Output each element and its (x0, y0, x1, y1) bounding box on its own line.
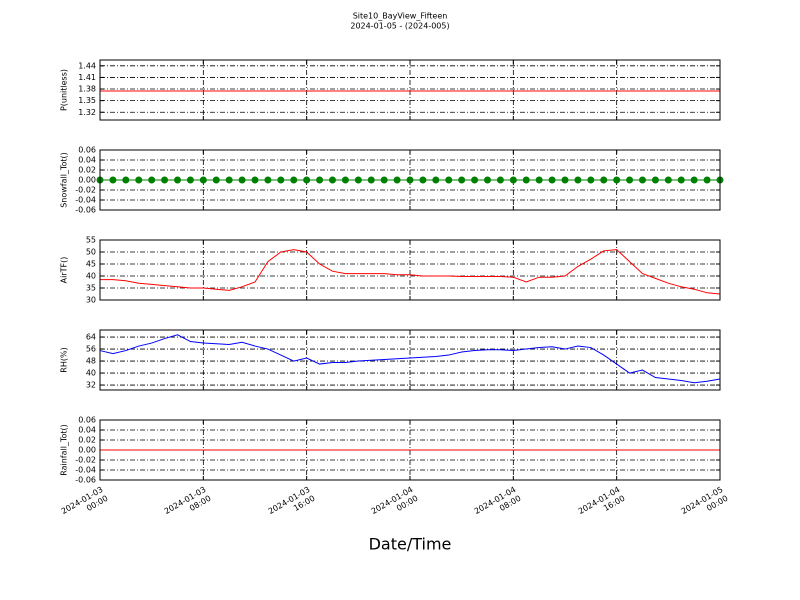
y-tick-label: -0.06 (75, 206, 96, 215)
data-point (264, 176, 272, 184)
y-tick-label: 1.32 (78, 108, 96, 117)
y-tick-label: 55 (86, 236, 96, 245)
y-tick-label: -0.02 (75, 186, 96, 195)
data-point (354, 176, 362, 184)
data-point (290, 176, 298, 184)
y-tick-label: 1.38 (78, 85, 96, 94)
data-point (174, 176, 181, 184)
panel-frame (99, 239, 721, 301)
data-point (639, 176, 646, 184)
data-point (251, 176, 259, 184)
y-axis-label: AirTF() (60, 257, 69, 284)
y-tick-label: -0.04 (75, 196, 96, 205)
data-point (109, 176, 117, 184)
data-point (277, 176, 285, 184)
data-point (600, 176, 608, 184)
y-axis-label: P(unitless) (60, 69, 69, 111)
data-point (186, 176, 194, 184)
y-tick-label: 30 (86, 296, 96, 305)
data-point (458, 176, 466, 184)
y-tick-label: 45 (86, 260, 96, 269)
y-tick-label: 0.06 (78, 146, 96, 155)
panel-frame (99, 419, 721, 481)
y-tick-label: 50 (86, 248, 96, 257)
y-tick-label: 0.04 (78, 426, 96, 435)
data-point (471, 176, 479, 184)
data-point (574, 176, 582, 184)
data-point (161, 176, 169, 184)
data-line (99, 334, 721, 384)
y-tick-label: 0.04 (78, 156, 96, 165)
data-point (303, 176, 311, 184)
data-point (548, 176, 556, 184)
data-point (135, 176, 143, 184)
chart-subtitle: 2024-01-05 - (2024-005) (350, 22, 449, 31)
y-tick-label: 1.35 (78, 96, 96, 105)
data-point (626, 176, 634, 184)
y-tick-label: 64 (86, 333, 96, 342)
data-point (522, 176, 530, 184)
data-point (535, 176, 543, 184)
y-tick-label: 0.06 (78, 416, 96, 425)
data-point (238, 176, 246, 184)
data-point (703, 176, 711, 184)
y-tick-label: -0.04 (75, 466, 96, 475)
y-tick-label: 56 (86, 345, 96, 354)
y-axis-label: RH(%) (60, 347, 69, 372)
y-tick-label: 1.44 (78, 61, 96, 70)
data-point (367, 176, 375, 184)
y-tick-label: 1.41 (78, 73, 96, 82)
data-point (561, 176, 569, 184)
panel-frame (99, 329, 721, 391)
data-line (100, 249, 721, 295)
y-tick-label: -0.02 (75, 456, 96, 465)
y-tick-label: 32 (86, 381, 96, 390)
data-point (316, 176, 324, 184)
y-tick-label: 35 (86, 284, 96, 293)
y-tick-label: 0.00 (78, 446, 96, 455)
data-point (406, 176, 414, 184)
data-point (225, 176, 233, 184)
panel-frame (99, 149, 721, 211)
data-point (122, 176, 130, 184)
data-point (690, 176, 698, 184)
data-point (199, 176, 207, 184)
y-axis-label: Rainfall_Tot() (60, 424, 69, 476)
y-tick-label: 40 (86, 369, 96, 378)
data-point (484, 176, 491, 184)
y-tick-label: 0.02 (78, 166, 96, 175)
data-point (613, 176, 621, 184)
data-point (496, 176, 504, 184)
data-point (419, 176, 427, 184)
data-point (587, 176, 595, 184)
y-tick-label: 0.00 (78, 176, 96, 185)
y-tick-label: -0.06 (75, 476, 96, 485)
data-point (445, 176, 453, 184)
chart-title: Site10_BayView_Fifteen (353, 12, 448, 21)
data-point (148, 176, 156, 184)
data-point (432, 176, 440, 184)
data-point (341, 176, 349, 184)
data-point (380, 176, 388, 184)
y-tick-label: 0.02 (78, 436, 96, 445)
data-point (651, 176, 659, 184)
data-point (329, 176, 336, 184)
data-point (677, 176, 685, 184)
data-point (393, 176, 401, 184)
x-axis-label: Date/Time (369, 535, 452, 554)
data-point (212, 176, 220, 184)
y-tick-label: 48 (86, 357, 96, 366)
data-point (664, 176, 672, 184)
y-tick-label: 40 (86, 272, 96, 281)
y-axis-label: Snowfall_Tot() (60, 152, 69, 208)
data-point (509, 176, 517, 184)
panel-frame (99, 59, 721, 121)
